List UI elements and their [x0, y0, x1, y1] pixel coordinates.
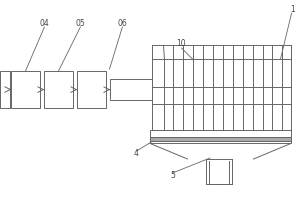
Bar [110, 79, 152, 100]
Text: 04: 04 [40, 19, 49, 27]
Text: 5: 5 [170, 171, 175, 180]
Text: 4: 4 [134, 150, 139, 158]
Bar [150, 130, 291, 137]
Bar [150, 141, 291, 143]
Bar [152, 59, 291, 130]
Bar [77, 71, 106, 108]
Bar [150, 137, 291, 141]
Bar [44, 71, 73, 108]
Text: 10: 10 [177, 40, 186, 48]
Bar [0, 71, 10, 108]
Text: 1: 1 [290, 4, 295, 14]
Text: 05: 05 [76, 19, 85, 27]
Text: 06: 06 [118, 19, 127, 27]
Bar [11, 71, 40, 108]
